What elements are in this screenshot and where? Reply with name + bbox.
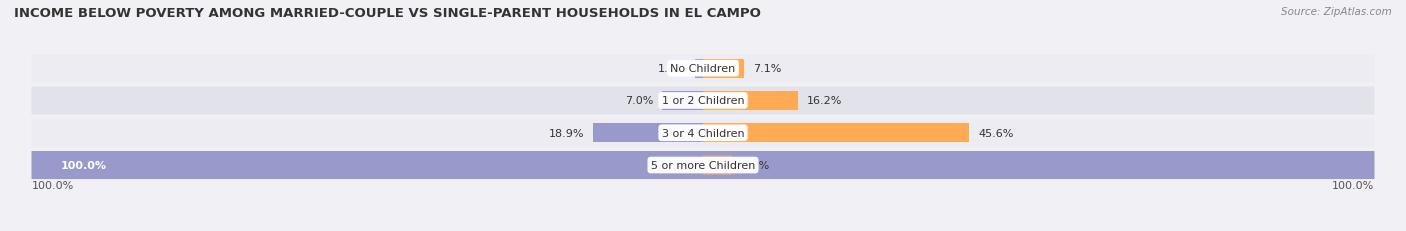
Text: 0.0%: 0.0% (741, 160, 769, 170)
Text: INCOME BELOW POVERTY AMONG MARRIED-COUPLE VS SINGLE-PARENT HOUSEHOLDS IN EL CAMP: INCOME BELOW POVERTY AMONG MARRIED-COUPL… (14, 7, 761, 20)
Text: Source: ZipAtlas.com: Source: ZipAtlas.com (1281, 7, 1392, 17)
Text: 100.0%: 100.0% (31, 180, 75, 190)
Text: 1.4%: 1.4% (658, 64, 686, 74)
Text: 3 or 4 Children: 3 or 4 Children (662, 128, 744, 138)
Bar (703, 124, 969, 143)
Text: 100.0%: 100.0% (60, 160, 107, 170)
Bar (593, 124, 703, 143)
Text: 1 or 2 Children: 1 or 2 Children (662, 96, 744, 106)
FancyBboxPatch shape (31, 119, 1375, 147)
Bar (695, 59, 703, 79)
Text: 16.2%: 16.2% (807, 96, 842, 106)
Bar (662, 91, 703, 111)
Text: 45.6%: 45.6% (979, 128, 1014, 138)
Bar (703, 59, 744, 79)
Text: No Children: No Children (671, 64, 735, 74)
Bar (703, 91, 797, 111)
Text: 100.0%: 100.0% (1331, 180, 1375, 190)
Bar (703, 156, 733, 175)
FancyBboxPatch shape (31, 87, 1375, 115)
Text: 5 or more Children: 5 or more Children (651, 160, 755, 170)
Text: 7.1%: 7.1% (754, 64, 782, 74)
FancyBboxPatch shape (31, 151, 1375, 179)
Text: 7.0%: 7.0% (626, 96, 654, 106)
Text: 18.9%: 18.9% (548, 128, 583, 138)
FancyBboxPatch shape (31, 55, 1375, 83)
